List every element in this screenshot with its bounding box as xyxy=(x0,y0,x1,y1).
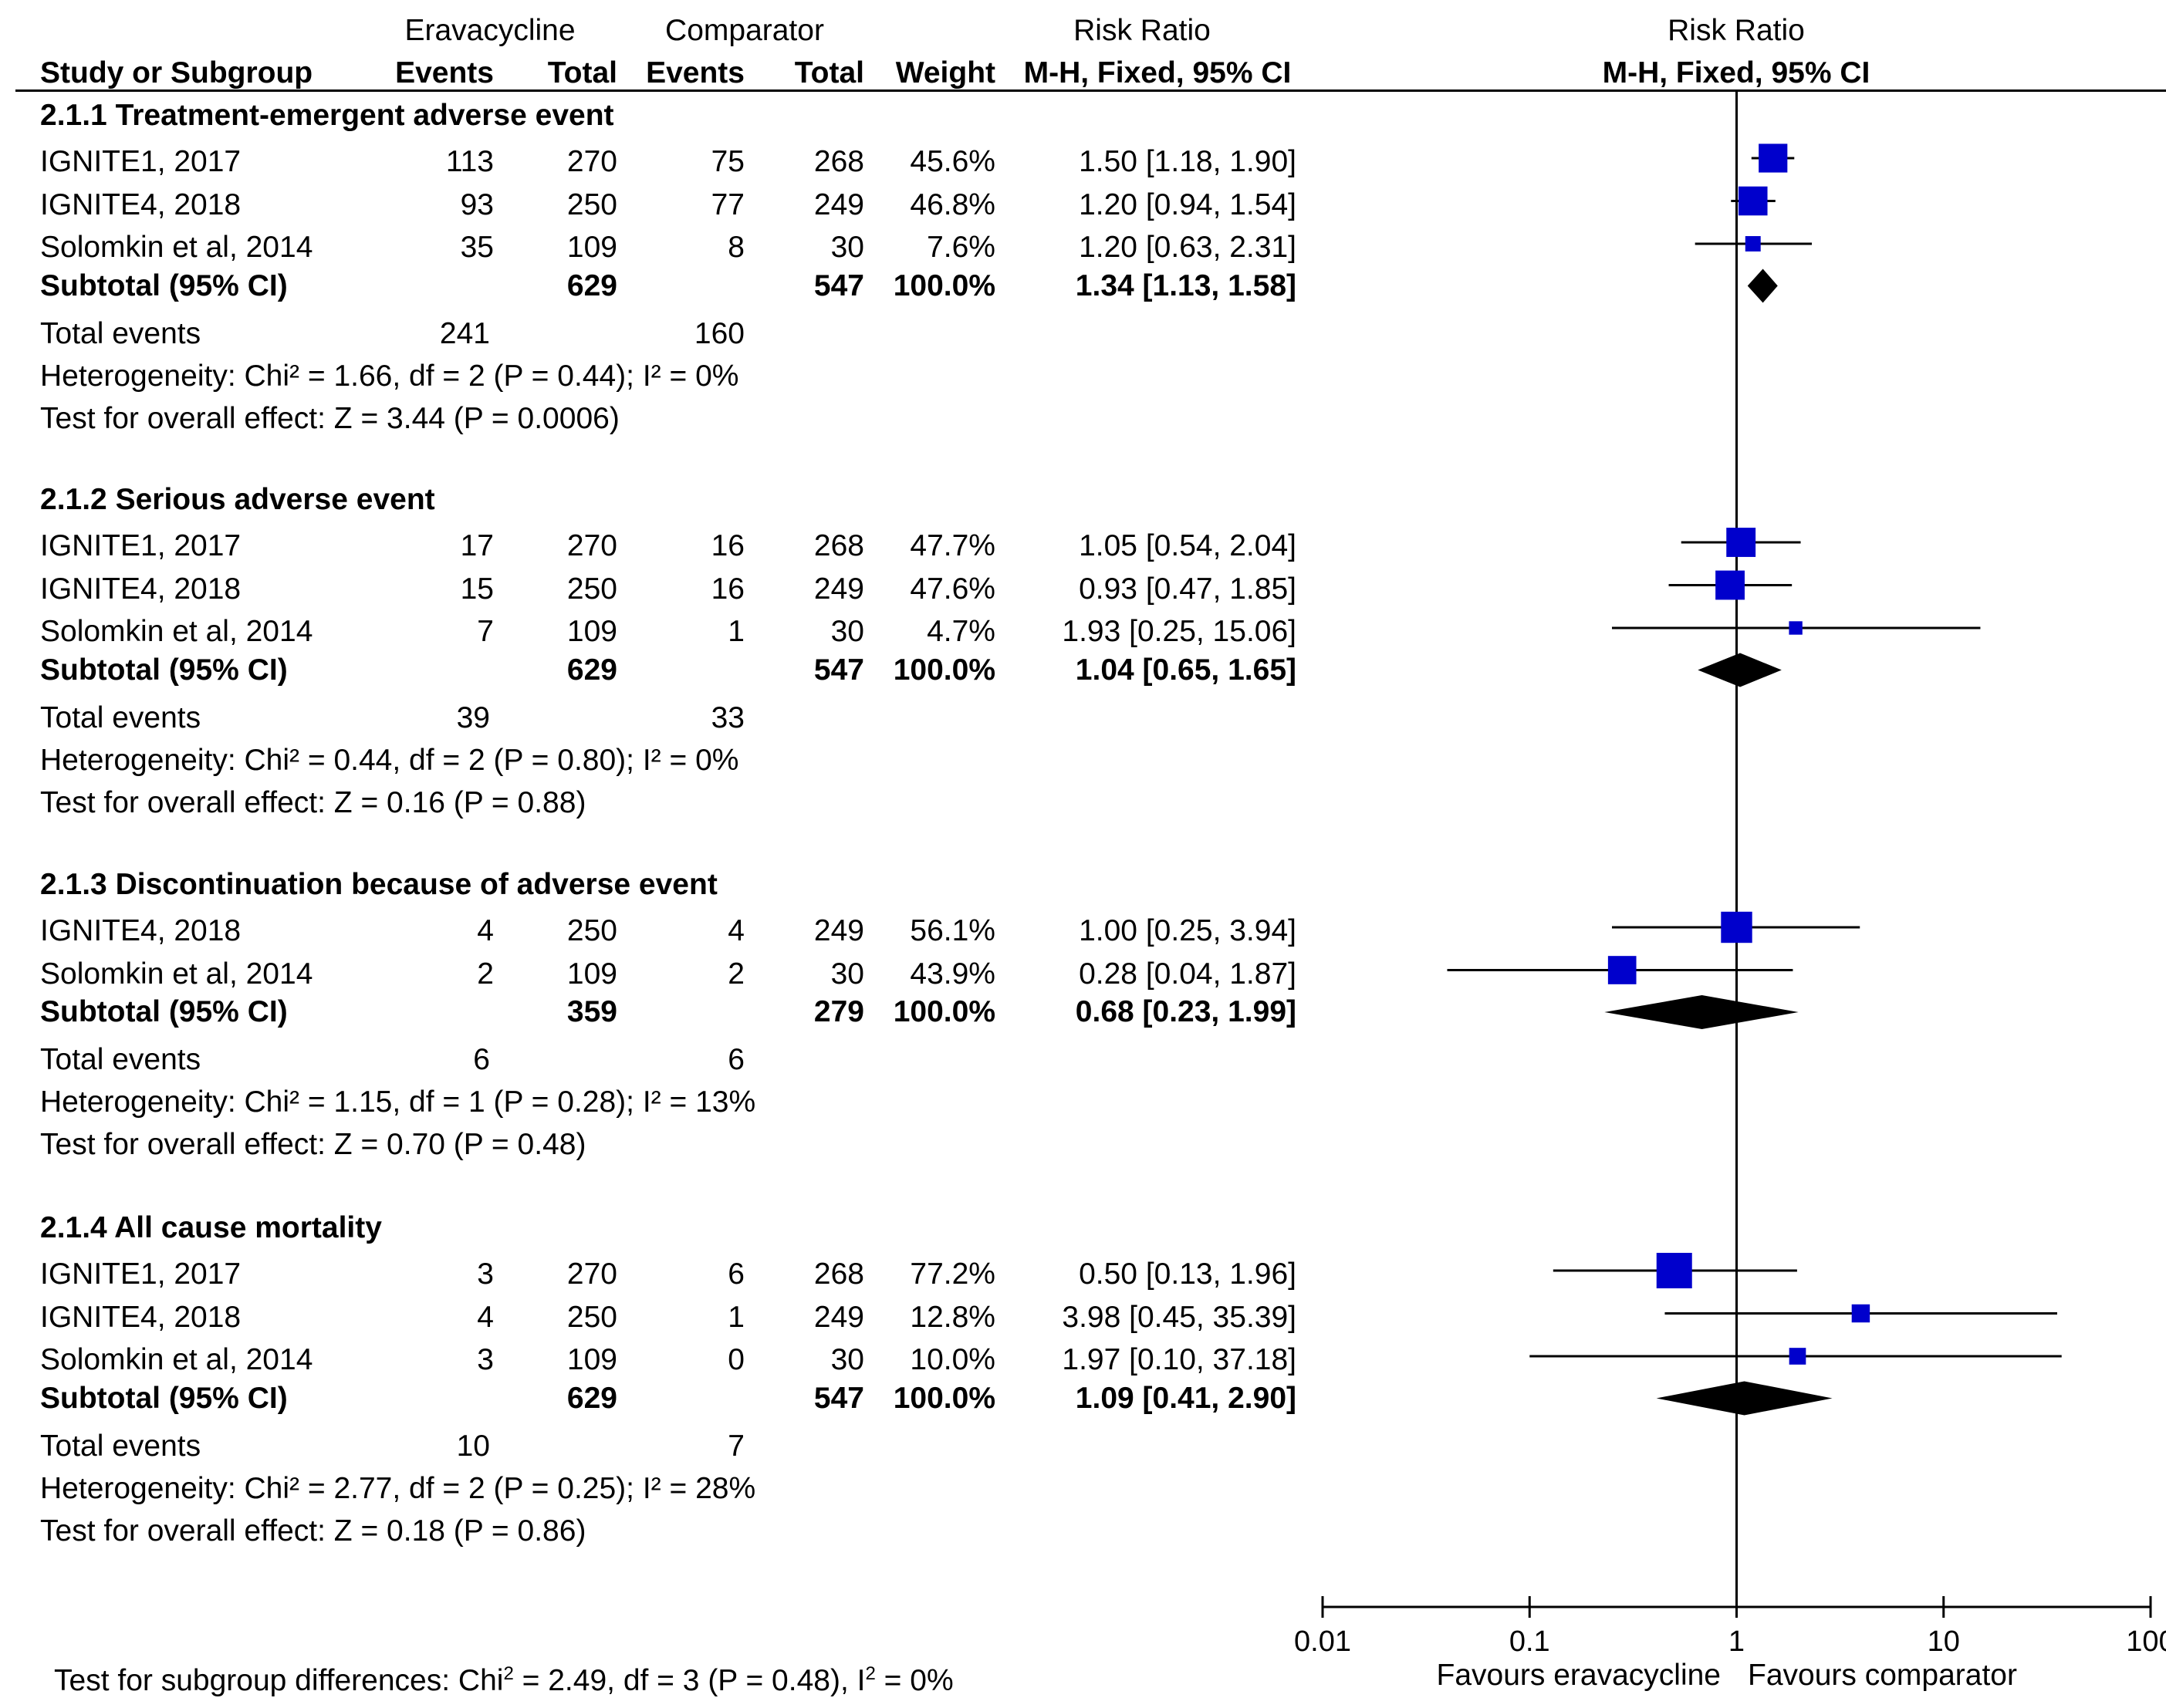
favours-right-label: Favours comparator xyxy=(1748,1660,2017,1690)
subtotal-diamond xyxy=(1748,269,1778,303)
study-point-estimate xyxy=(1789,1348,1806,1365)
subgroup-differences-test: Test for subgroup differences: Chi2 = 2.… xyxy=(54,1665,954,1696)
subgroup-test-sup1: 2 xyxy=(503,1663,513,1684)
x-axis-tick-label: 1 xyxy=(1728,1625,1745,1658)
x-axis-tick-label: 0.01 xyxy=(1294,1625,1351,1658)
study-point-estimate xyxy=(1608,956,1637,984)
x-axis-tick-label: 0.1 xyxy=(1509,1625,1550,1658)
subgroup-test-mid: = 2.49, df = 3 (P = 0.48), I xyxy=(514,1664,866,1697)
study-point-estimate xyxy=(1715,571,1745,600)
subtotal-diamond xyxy=(1604,995,1798,1029)
study-point-estimate xyxy=(1739,187,1768,216)
study-point-estimate xyxy=(1789,621,1802,634)
study-point-estimate xyxy=(1726,528,1755,557)
study-point-estimate xyxy=(1745,236,1761,251)
x-axis-tick-label: 100 xyxy=(2126,1625,2166,1658)
study-point-estimate xyxy=(1759,143,1787,172)
forest-plot: 0.01 0.1 1 10 100 xyxy=(0,0,2166,1708)
study-point-estimate xyxy=(1721,912,1752,943)
subgroup-test-sup2: 2 xyxy=(865,1663,875,1684)
subgroup-test-suffix: = 0% xyxy=(876,1664,954,1697)
favours-left-label: Favours eravacycline xyxy=(1335,1660,1721,1690)
study-point-estimate xyxy=(1852,1305,1870,1322)
subtotal-diamond xyxy=(1698,653,1782,687)
x-axis-tick-label: 10 xyxy=(1928,1625,1960,1658)
study-point-estimate xyxy=(1657,1253,1692,1288)
forest-plot-figure: Eravacycline Comparator Risk Ratio Risk … xyxy=(0,0,2166,1708)
subtotal-diamond xyxy=(1657,1382,1833,1416)
subgroup-test-prefix: Test for subgroup differences: Chi xyxy=(54,1664,503,1697)
